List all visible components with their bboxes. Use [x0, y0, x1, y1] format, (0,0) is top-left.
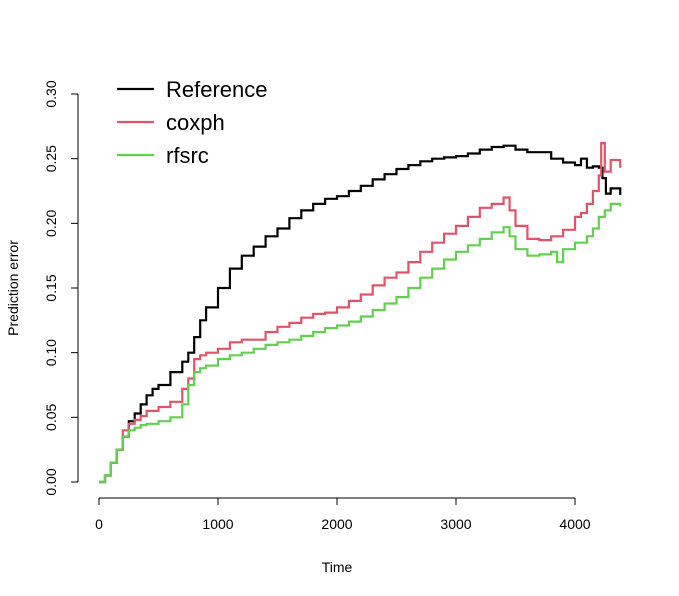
axes: 0 1000 2000 3000 4000 Time 0.00 0.05 0.10 0.15 0.2… — [5, 80, 591, 575]
series-line-reference — [99, 144, 622, 484]
y-tick-label: 0.20 — [43, 209, 59, 236]
y-tick-label: 0.25 — [43, 145, 59, 172]
x-axis-title: Time — [322, 559, 353, 575]
y-axis-title: Prediction error — [5, 240, 21, 336]
series-line-rfsrc — [99, 202, 622, 484]
x-tick-label: 1000 — [202, 516, 233, 532]
y-tick-label: 0.00 — [43, 468, 59, 495]
y-tick-label: 0.30 — [43, 80, 59, 107]
legend-label: Reference — [166, 77, 268, 102]
x-tick-label: 3000 — [440, 516, 471, 532]
series-line-coxph — [99, 142, 622, 484]
series-layer — [99, 142, 622, 484]
x-tick-label: 2000 — [321, 516, 352, 532]
y-tick-label: 0.10 — [43, 339, 59, 366]
x-tick-label: 4000 — [559, 516, 590, 532]
x-tick-label: 0 — [95, 516, 103, 532]
legend-label: rfsrc — [166, 143, 209, 168]
legend: Reference coxph rfsrc — [117, 77, 268, 168]
y-tick-label: 0.05 — [43, 403, 59, 430]
y-tick-label: 0.15 — [43, 274, 59, 301]
legend-label: coxph — [166, 110, 225, 135]
